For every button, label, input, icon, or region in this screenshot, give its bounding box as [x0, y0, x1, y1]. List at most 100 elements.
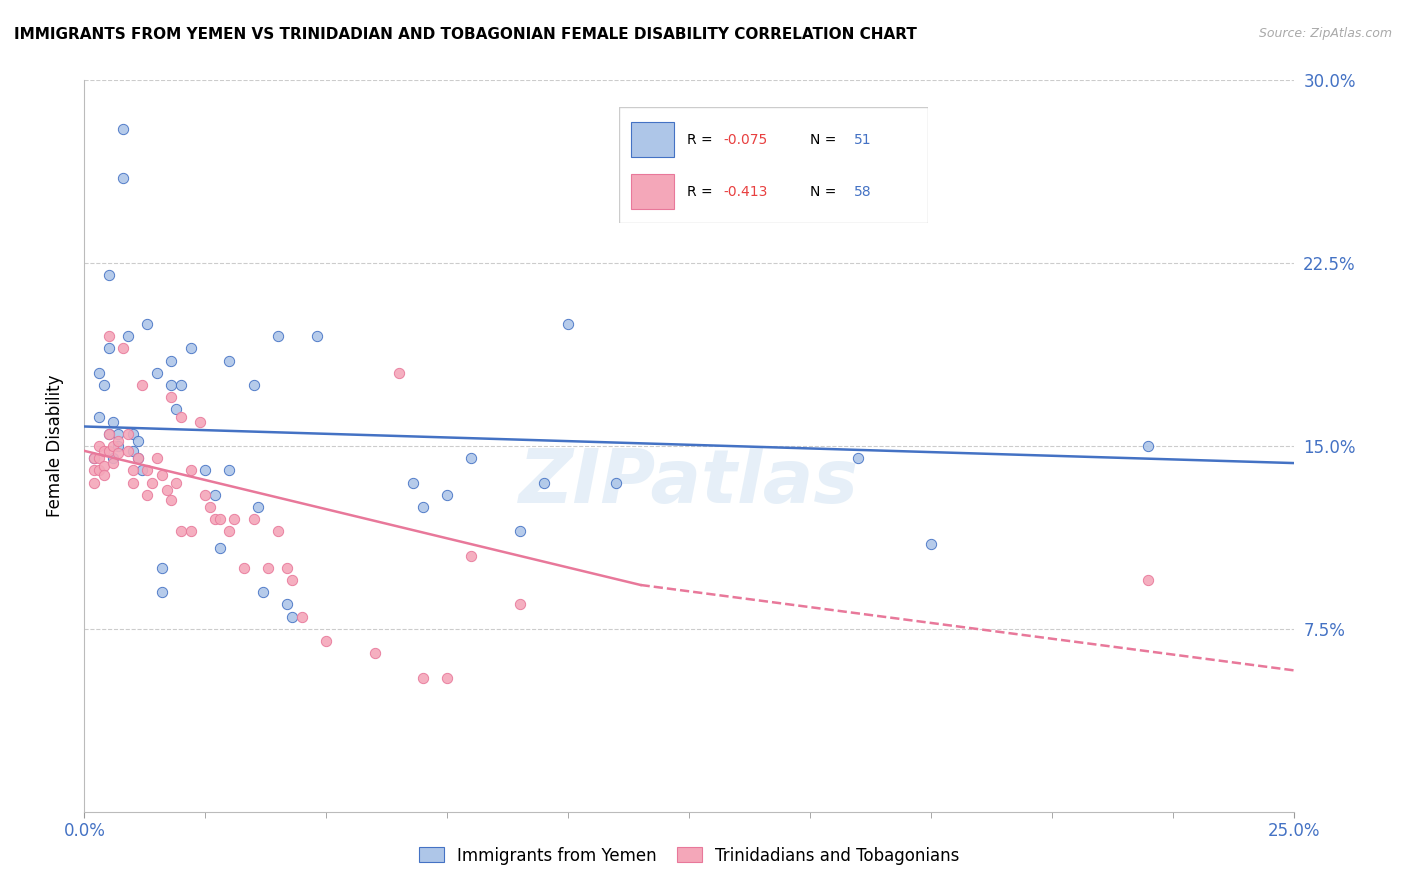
- Point: [87, 463, 110, 477]
- Point: [218, 353, 240, 368]
- Point: [93, 443, 115, 458]
- Point: [305, 329, 328, 343]
- Point: [97, 426, 120, 441]
- Point: [170, 524, 193, 539]
- Point: [190, 415, 212, 429]
- Point: [208, 541, 231, 556]
- Y-axis label: Female Disability: Female Disability: [45, 375, 63, 517]
- Point: [127, 451, 149, 466]
- Point: [117, 443, 139, 458]
- Point: [87, 451, 110, 466]
- Text: IMMIGRANTS FROM YEMEN VS TRINIDADIAN AND TOBAGONIAN FEMALE DISABILITY CORRELATIO: IMMIGRANTS FROM YEMEN VS TRINIDADIAN AND…: [14, 27, 917, 42]
- Point: [97, 329, 120, 343]
- Point: [194, 488, 217, 502]
- Point: [436, 488, 458, 502]
- Point: [107, 439, 129, 453]
- Point: [165, 402, 187, 417]
- Point: [121, 475, 143, 490]
- Point: [127, 434, 149, 449]
- Point: [83, 475, 105, 490]
- FancyBboxPatch shape: [619, 107, 928, 223]
- Point: [276, 598, 298, 612]
- Point: [252, 585, 274, 599]
- Point: [412, 500, 434, 514]
- Point: [131, 378, 153, 392]
- Point: [136, 317, 159, 331]
- Point: [146, 366, 169, 380]
- Point: [208, 512, 231, 526]
- Point: [846, 451, 869, 466]
- Point: [121, 426, 143, 441]
- Point: [204, 512, 226, 526]
- Point: [121, 443, 143, 458]
- Point: [146, 451, 169, 466]
- Point: [1137, 439, 1160, 453]
- Point: [224, 512, 246, 526]
- Point: [121, 463, 143, 477]
- Point: [460, 451, 482, 466]
- Text: R =: R =: [686, 133, 717, 146]
- Point: [107, 446, 129, 460]
- Text: N =: N =: [810, 185, 841, 199]
- Point: [267, 329, 290, 343]
- Text: N =: N =: [810, 133, 841, 146]
- Point: [402, 475, 425, 490]
- Point: [155, 483, 177, 497]
- Point: [160, 390, 183, 404]
- Point: [93, 458, 115, 473]
- Point: [460, 549, 482, 563]
- Point: [87, 366, 110, 380]
- Point: [117, 329, 139, 343]
- Point: [557, 317, 579, 331]
- Point: [198, 500, 221, 514]
- Point: [233, 561, 256, 575]
- Point: [107, 434, 129, 449]
- Point: [136, 463, 159, 477]
- Point: [83, 463, 105, 477]
- Point: [509, 598, 531, 612]
- Point: [242, 512, 264, 526]
- Point: [165, 475, 187, 490]
- Point: [103, 456, 125, 470]
- Point: [141, 475, 163, 490]
- Point: [87, 409, 110, 424]
- Point: [93, 468, 115, 483]
- Point: [180, 524, 202, 539]
- Point: [97, 426, 120, 441]
- Point: [97, 342, 120, 356]
- Point: [605, 475, 627, 490]
- Point: [436, 671, 458, 685]
- Point: [170, 378, 193, 392]
- Point: [257, 561, 280, 575]
- Point: [103, 415, 125, 429]
- Point: [107, 426, 129, 441]
- Point: [388, 366, 411, 380]
- Point: [281, 573, 304, 587]
- Point: [150, 561, 173, 575]
- FancyBboxPatch shape: [631, 174, 675, 209]
- Text: Source: ZipAtlas.com: Source: ZipAtlas.com: [1258, 27, 1392, 40]
- Text: ZIPatlas: ZIPatlas: [519, 446, 859, 519]
- Point: [204, 488, 226, 502]
- Point: [97, 443, 120, 458]
- Point: [218, 524, 240, 539]
- Point: [87, 439, 110, 453]
- Point: [180, 463, 202, 477]
- Point: [509, 524, 531, 539]
- Point: [194, 463, 217, 477]
- Point: [291, 609, 314, 624]
- Text: -0.075: -0.075: [724, 133, 768, 146]
- FancyBboxPatch shape: [631, 122, 675, 157]
- Point: [170, 409, 193, 424]
- Point: [150, 585, 173, 599]
- Point: [97, 268, 120, 283]
- Text: R =: R =: [686, 185, 717, 199]
- Legend: Immigrants from Yemen, Trinidadians and Tobagonians: Immigrants from Yemen, Trinidadians and …: [411, 838, 967, 873]
- Point: [117, 426, 139, 441]
- Point: [160, 378, 183, 392]
- Point: [112, 342, 135, 356]
- Point: [533, 475, 555, 490]
- Text: 58: 58: [853, 185, 872, 199]
- Point: [83, 451, 105, 466]
- Point: [267, 524, 290, 539]
